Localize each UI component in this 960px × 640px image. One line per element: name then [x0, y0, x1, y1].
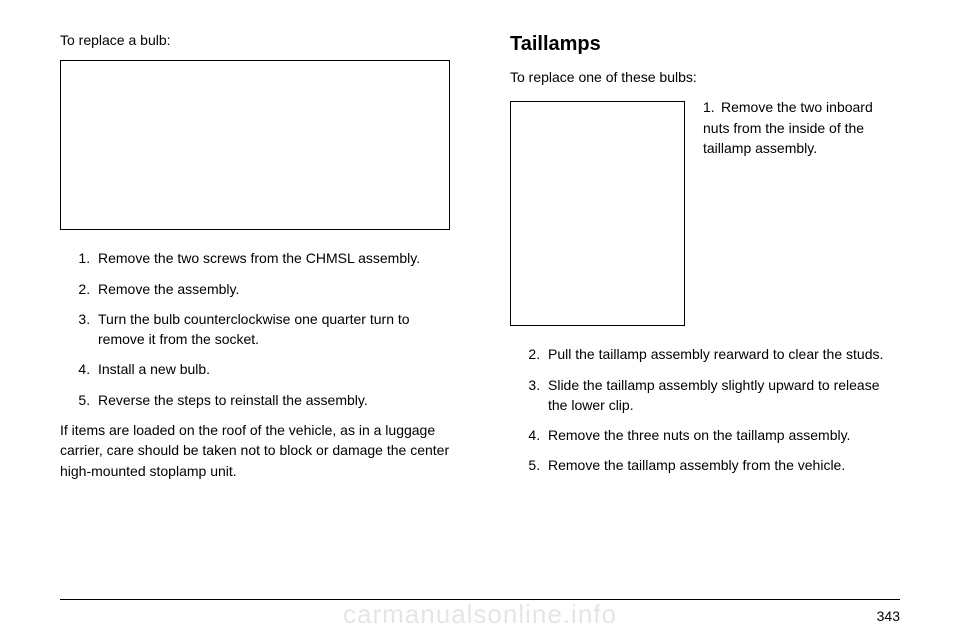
left-steps-list: Remove the two screws from the CHMSL ass…	[60, 248, 450, 410]
left-step-2: Remove the assembly.	[94, 279, 450, 299]
left-note: If items are loaded on the roof of the v…	[60, 420, 450, 481]
left-column: To replace a bulb: Remove the two screws…	[60, 30, 450, 570]
right-steps-continued: Pull the taillamp assembly rearward to c…	[510, 344, 900, 475]
right-step-2: Pull the taillamp assembly rearward to c…	[544, 344, 900, 364]
left-step-1: Remove the two screws from the CHMSL ass…	[94, 248, 450, 268]
left-step-3: Turn the bulb counterclockwise one quart…	[94, 309, 450, 350]
watermark-text: carmanualsonline.info	[0, 599, 960, 630]
right-step-3: Slide the taillamp assembly slightly upw…	[544, 375, 900, 416]
right-intro: To replace one of these bulbs:	[510, 67, 900, 87]
two-column-layout: To replace a bulb: Remove the two screws…	[60, 30, 900, 570]
step-number-1: 1.	[703, 97, 721, 117]
figure-with-step1: 1.Remove the two inboard nuts from the i…	[510, 97, 900, 326]
right-step-1: Remove the two inboard nuts from the ins…	[703, 99, 873, 156]
chmsl-figure-placeholder	[60, 60, 450, 230]
taillamp-figure-placeholder	[510, 101, 685, 326]
right-step-4: Remove the three nuts on the taillamp as…	[544, 425, 900, 445]
left-step-5: Reverse the steps to reinstall the assem…	[94, 390, 450, 410]
right-step-1-wrap: 1.Remove the two inboard nuts from the i…	[703, 97, 900, 158]
footer-rule	[60, 599, 900, 600]
taillamps-heading: Taillamps	[510, 30, 900, 59]
right-step-5: Remove the taillamp assembly from the ve…	[544, 455, 900, 475]
left-intro: To replace a bulb:	[60, 30, 450, 50]
manual-page: To replace a bulb: Remove the two screws…	[0, 0, 960, 640]
page-number: 343	[877, 608, 900, 624]
left-step-4: Install a new bulb.	[94, 359, 450, 379]
right-column: Taillamps To replace one of these bulbs:…	[510, 30, 900, 570]
